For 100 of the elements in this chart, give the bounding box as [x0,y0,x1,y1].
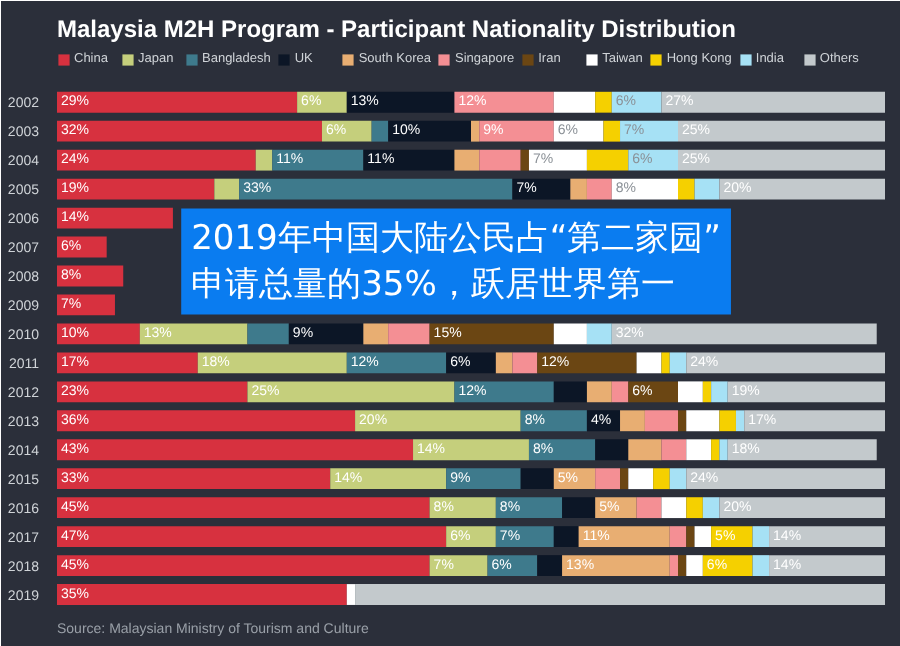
bar [214,178,240,200]
bar [388,120,471,142]
bar [247,381,455,403]
bar [239,178,513,200]
bar [661,439,687,461]
bar [520,149,529,171]
bar [57,497,430,519]
bar [644,410,678,432]
bar [586,149,629,171]
bar [711,439,720,461]
bar [702,497,720,519]
bar [355,410,521,432]
bar [57,352,198,374]
bar [661,91,885,113]
bar [471,120,480,142]
bar [628,439,662,461]
bar [454,91,554,113]
bar [57,555,430,576]
bar [562,497,596,519]
bar [586,178,612,200]
bar [495,352,513,374]
bar [495,526,554,548]
bar [595,468,621,490]
bar [429,497,496,519]
bar [719,439,728,461]
annotation: 2019年中国大陆公民占“第二家园”申请总量的35%，跃居世界第一 [191,218,721,305]
bar [669,468,687,490]
bar [611,178,678,200]
bar [727,381,885,403]
bar [272,149,364,171]
bar [388,323,430,345]
bar [636,352,662,374]
bar [620,120,678,142]
bar [553,381,587,403]
bar [570,178,587,200]
bar [686,497,703,519]
bar [769,555,885,576]
bar [686,526,695,548]
bar [744,410,885,432]
bar [611,381,629,403]
bar [57,381,248,403]
bar [678,149,885,171]
bar [553,91,596,113]
bar [454,149,480,171]
bar [57,178,215,200]
bar [57,410,356,432]
bar [686,468,885,490]
bar [711,381,728,403]
bar [346,584,356,605]
bar [330,468,447,490]
bar [520,410,587,432]
bar [528,149,587,171]
bar [694,178,720,200]
bar [255,149,273,171]
bar [686,410,720,432]
bar [678,381,703,403]
bar [735,410,745,432]
bar [702,381,712,403]
bar [57,91,298,113]
bar [661,497,687,519]
chart-title: Malaysia M2H Program - Participant Nationality Distribution [57,15,736,43]
bar [247,323,289,345]
bar [479,149,521,171]
bar [57,439,414,461]
bar [628,468,654,490]
bar [595,439,629,461]
bar [363,149,455,171]
bar [446,468,521,490]
bar [346,91,455,113]
bar [520,468,554,490]
bar [57,468,331,490]
bar [57,526,447,548]
bar [636,497,662,519]
bar [512,352,538,374]
bar [620,468,629,490]
bar [669,352,687,374]
bar [288,323,364,345]
bar [719,410,736,432]
bar [537,352,637,374]
bar [553,323,587,345]
bar [346,352,447,374]
bar [57,584,347,605]
bar [429,555,488,576]
bar [57,323,140,345]
bar [57,207,173,229]
bar [553,526,579,548]
bar [686,352,885,374]
bar [669,526,687,548]
bar [537,555,563,576]
bar [669,555,678,576]
bar [562,555,670,576]
bar [586,323,612,345]
bar [653,468,670,490]
bar [719,178,885,200]
bar [752,526,770,548]
bar [363,323,389,345]
bar [661,352,670,374]
bar [686,555,703,576]
bar [413,439,529,461]
bar [495,497,563,519]
